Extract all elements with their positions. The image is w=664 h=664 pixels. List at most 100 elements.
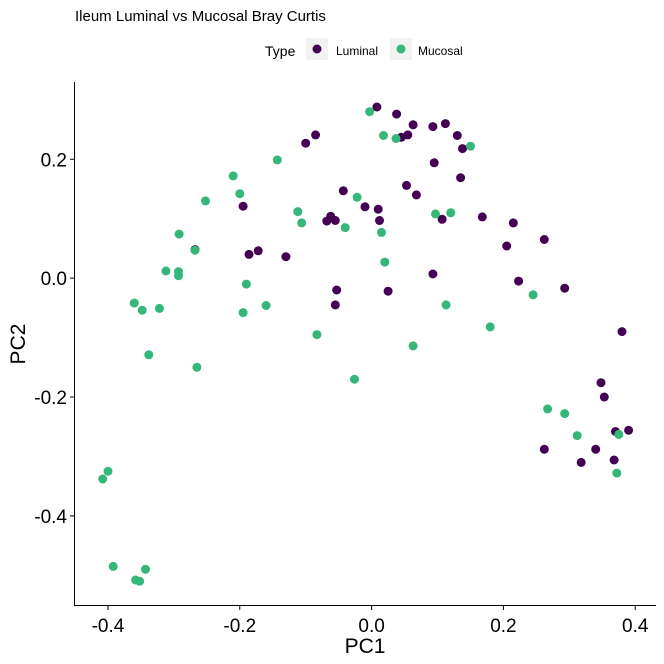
x-tick-label: -0.4 bbox=[92, 616, 125, 637]
point-luminal-46 bbox=[609, 455, 619, 465]
x-axis-title: PC1 bbox=[345, 635, 386, 658]
point-mucosal-15 bbox=[174, 229, 184, 239]
x-tick-label: -0.2 bbox=[223, 616, 256, 637]
point-luminal-2 bbox=[408, 120, 418, 130]
point-mucosal-2 bbox=[391, 134, 401, 143]
point-mucosal-40 bbox=[103, 466, 113, 476]
point-luminal-11 bbox=[429, 158, 439, 168]
point-mucosal-33 bbox=[192, 362, 202, 372]
point-luminal-19 bbox=[437, 214, 447, 224]
point-luminal-29 bbox=[253, 246, 263, 256]
legend-label-mucosal: Mucosal bbox=[418, 44, 463, 58]
point-luminal-27 bbox=[502, 241, 512, 251]
y-tick-label: 0.2 bbox=[41, 150, 67, 171]
x-tick-label: 0.4 bbox=[622, 616, 649, 637]
point-luminal-26 bbox=[539, 235, 549, 244]
point-mucosal-13 bbox=[340, 223, 350, 233]
point-luminal-10 bbox=[301, 138, 311, 148]
y-tick-label: -0.4 bbox=[34, 507, 67, 528]
point-mucosal-0 bbox=[365, 107, 375, 117]
point-luminal-7 bbox=[452, 131, 462, 140]
point-mucosal-34 bbox=[350, 374, 359, 384]
point-mucosal-45 bbox=[135, 576, 145, 586]
point-luminal-42 bbox=[624, 425, 634, 435]
point-mucosal-12 bbox=[446, 208, 456, 218]
data-points bbox=[98, 102, 634, 586]
legend-marker-mucosal bbox=[396, 44, 406, 54]
x-tick-label: 0.2 bbox=[490, 616, 516, 637]
legend-marker-luminal bbox=[312, 44, 322, 54]
point-luminal-33 bbox=[514, 276, 524, 286]
point-luminal-38 bbox=[617, 327, 627, 337]
point-mucosal-41 bbox=[98, 474, 108, 484]
point-mucosal-23 bbox=[261, 301, 271, 310]
point-mucosal-32 bbox=[144, 350, 154, 360]
point-mucosal-8 bbox=[352, 192, 362, 202]
point-mucosal-21 bbox=[241, 279, 251, 289]
point-mucosal-5 bbox=[228, 171, 238, 181]
point-mucosal-37 bbox=[614, 429, 624, 439]
point-mucosal-39 bbox=[612, 468, 622, 478]
legend-title: Type bbox=[265, 43, 296, 59]
point-luminal-20 bbox=[477, 212, 487, 222]
point-mucosal-22 bbox=[528, 290, 538, 300]
point-mucosal-36 bbox=[560, 409, 570, 419]
point-mucosal-16 bbox=[190, 245, 200, 255]
point-luminal-15 bbox=[338, 186, 348, 196]
point-luminal-8 bbox=[458, 144, 467, 154]
point-luminal-32 bbox=[428, 269, 438, 279]
point-mucosal-4 bbox=[272, 155, 282, 165]
point-luminal-13 bbox=[402, 180, 411, 190]
point-luminal-40 bbox=[599, 392, 609, 402]
legend: Type Luminal Mucosal bbox=[265, 38, 463, 60]
point-luminal-0 bbox=[372, 102, 382, 112]
point-luminal-4 bbox=[428, 122, 438, 132]
point-luminal-36 bbox=[383, 286, 393, 296]
x-axis-ticks: -0.4 -0.2 0.0 0.2 0.4 bbox=[92, 605, 649, 637]
point-luminal-1 bbox=[392, 109, 402, 119]
point-luminal-21 bbox=[508, 218, 518, 228]
point-luminal-39 bbox=[596, 378, 606, 388]
point-mucosal-18 bbox=[161, 266, 171, 276]
point-luminal-14 bbox=[411, 190, 421, 200]
point-luminal-31 bbox=[281, 252, 291, 262]
point-mucosal-1 bbox=[379, 131, 388, 140]
point-mucosal-6 bbox=[235, 189, 245, 199]
point-mucosal-43 bbox=[141, 564, 150, 574]
point-luminal-37 bbox=[330, 300, 340, 310]
x-tick-label: 0.0 bbox=[358, 616, 384, 637]
point-luminal-18 bbox=[238, 201, 248, 211]
point-luminal-3 bbox=[440, 119, 450, 129]
point-mucosal-42 bbox=[108, 561, 118, 571]
point-luminal-17 bbox=[373, 204, 383, 214]
y-tick-label: 0.0 bbox=[41, 269, 67, 290]
point-mucosal-10 bbox=[297, 218, 307, 228]
point-mucosal-20 bbox=[174, 271, 183, 281]
point-luminal-24 bbox=[330, 216, 340, 225]
legend-label-luminal: Luminal bbox=[336, 44, 378, 58]
chart-title: Ileum Luminal vs Mucosal Bray Curtis bbox=[75, 8, 326, 25]
point-luminal-45 bbox=[576, 457, 586, 467]
y-axis-ticks: -0.4 -0.2 0.0 0.2 bbox=[34, 150, 75, 528]
point-luminal-9 bbox=[311, 130, 321, 140]
point-mucosal-27 bbox=[154, 303, 164, 313]
point-mucosal-26 bbox=[137, 305, 147, 315]
point-luminal-25 bbox=[375, 216, 384, 225]
point-luminal-6 bbox=[403, 130, 413, 140]
point-mucosal-38 bbox=[572, 431, 582, 441]
point-mucosal-30 bbox=[312, 330, 322, 340]
point-mucosal-28 bbox=[238, 308, 248, 318]
point-mucosal-35 bbox=[543, 404, 553, 414]
point-mucosal-7 bbox=[201, 196, 210, 206]
point-luminal-44 bbox=[591, 444, 601, 454]
point-luminal-34 bbox=[560, 283, 570, 293]
point-mucosal-29 bbox=[485, 322, 495, 332]
point-mucosal-11 bbox=[431, 209, 440, 219]
point-mucosal-14 bbox=[377, 227, 386, 237]
point-mucosal-31 bbox=[408, 341, 418, 351]
y-tick-label: -0.2 bbox=[34, 388, 67, 409]
point-mucosal-17 bbox=[380, 257, 390, 267]
point-luminal-12 bbox=[456, 173, 466, 183]
point-luminal-16 bbox=[360, 202, 370, 212]
